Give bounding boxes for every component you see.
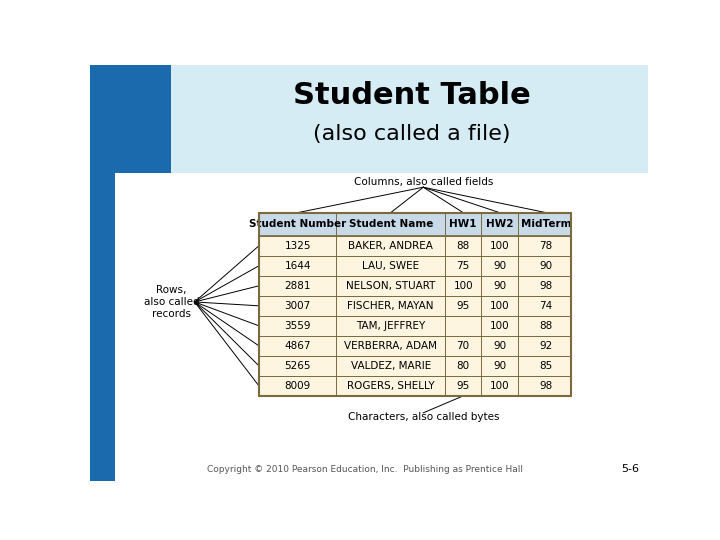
Text: 100: 100 (490, 321, 510, 331)
Text: 75: 75 (456, 261, 469, 271)
Text: 3007: 3007 (284, 301, 311, 311)
Text: 98: 98 (539, 381, 553, 391)
Text: 70: 70 (456, 341, 469, 351)
Text: Copyright © 2010 Pearson Education, Inc.  Publishing as Prentice Hall: Copyright © 2010 Pearson Education, Inc.… (207, 464, 523, 474)
Bar (114, 173, 648, 481)
Text: VALDEZ, MARIE: VALDEZ, MARIE (351, 361, 431, 371)
Text: 3559: 3559 (284, 321, 311, 331)
Bar (171, 65, 648, 173)
Text: 5265: 5265 (284, 361, 311, 371)
Text: HW1: HW1 (449, 219, 477, 229)
Bar (259, 213, 570, 396)
Bar (259, 336, 570, 356)
Text: 78: 78 (539, 241, 553, 251)
Text: Student Table: Student Table (293, 81, 531, 110)
Text: (also called a file): (also called a file) (313, 124, 510, 144)
Text: 90: 90 (493, 361, 506, 371)
Text: 1644: 1644 (284, 261, 311, 271)
Text: Characters, also called bytes: Characters, also called bytes (348, 413, 499, 422)
Text: 100: 100 (490, 301, 510, 311)
Bar (259, 236, 570, 256)
Text: FISCHER, MAYAN: FISCHER, MAYAN (348, 301, 434, 311)
Text: 5-6: 5-6 (621, 464, 639, 474)
Text: Columns, also called fields: Columns, also called fields (354, 177, 493, 187)
Text: 88: 88 (456, 241, 469, 251)
Text: 4867: 4867 (284, 341, 311, 351)
Text: Student Number: Student Number (249, 219, 346, 229)
Text: Rows,
also called
records: Rows, also called records (143, 285, 199, 319)
Text: MidTerm: MidTerm (521, 219, 572, 229)
Text: 90: 90 (493, 261, 506, 271)
Text: 90: 90 (493, 341, 506, 351)
Bar (259, 256, 570, 276)
Text: LAU, SWEE: LAU, SWEE (362, 261, 419, 271)
Text: 80: 80 (456, 361, 469, 371)
Bar (90, 65, 171, 173)
Bar (90, 65, 114, 481)
Text: HW2: HW2 (486, 219, 513, 229)
Text: 74: 74 (539, 301, 553, 311)
Text: 90: 90 (493, 281, 506, 291)
Text: 90: 90 (539, 261, 553, 271)
Text: NELSON, STUART: NELSON, STUART (346, 281, 436, 291)
Text: 95: 95 (456, 381, 469, 391)
Text: 100: 100 (454, 281, 473, 291)
Text: ROGERS, SHELLY: ROGERS, SHELLY (347, 381, 434, 391)
Text: BAKER, ANDREA: BAKER, ANDREA (348, 241, 433, 251)
Text: 2881: 2881 (284, 281, 311, 291)
Text: 98: 98 (539, 281, 553, 291)
Bar (259, 296, 570, 316)
Text: Student Name: Student Name (348, 219, 433, 229)
Text: 1325: 1325 (284, 241, 311, 251)
Polygon shape (171, 65, 183, 150)
Bar (259, 276, 570, 296)
Text: 8009: 8009 (284, 381, 311, 391)
Bar (259, 213, 570, 236)
Bar (259, 376, 570, 396)
Text: 95: 95 (456, 301, 469, 311)
Text: 100: 100 (490, 381, 510, 391)
Text: 100: 100 (490, 241, 510, 251)
Text: 85: 85 (539, 361, 553, 371)
Text: 88: 88 (539, 321, 553, 331)
Text: TAM, JEFFREY: TAM, JEFFREY (356, 321, 426, 331)
Bar (259, 316, 570, 336)
Bar (259, 356, 570, 376)
Text: VERBERRA, ADAM: VERBERRA, ADAM (344, 341, 437, 351)
Text: 92: 92 (539, 341, 553, 351)
